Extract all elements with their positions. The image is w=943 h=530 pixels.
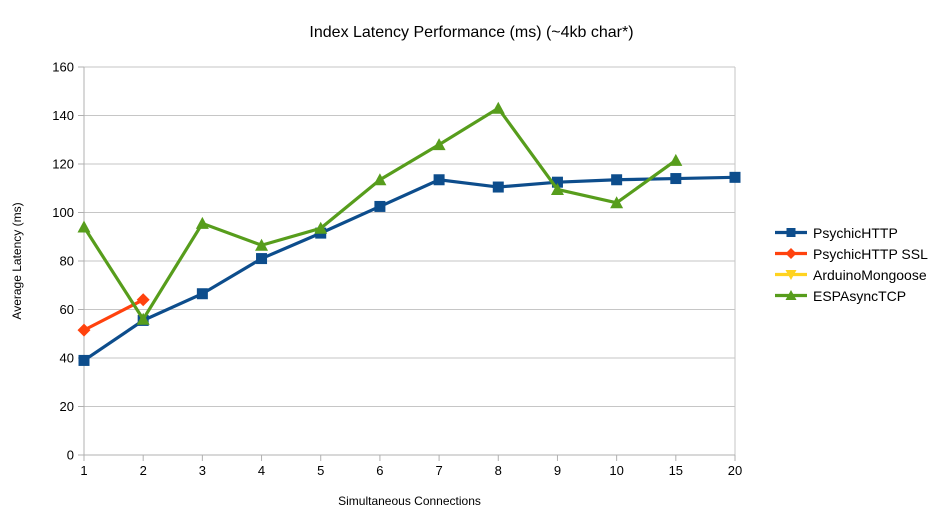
data-point-espasynctcp [491, 101, 505, 114]
data-point-psychichttp [729, 171, 741, 183]
x-tick-label: 7 [435, 463, 442, 478]
legend-marker-triangle-down-icon [775, 270, 807, 280]
legend-marker-triangle-up-icon [775, 290, 807, 300]
data-point-psychichttp [196, 288, 208, 300]
x-tick-label: 8 [495, 463, 502, 478]
series-line-espasynctcp [82, 106, 677, 323]
legend-label: ArduinoMongoose [813, 266, 927, 283]
y-tick-label: 80 [60, 254, 74, 269]
y-axis-title: Average Latency (ms) [10, 202, 24, 320]
x-tick-label: 9 [554, 463, 561, 478]
legend-marker-shape [785, 248, 797, 259]
x-tick-label: 6 [376, 463, 383, 478]
data-point-espasynctcp [669, 153, 683, 166]
y-tick-label: 60 [60, 302, 74, 317]
x-tick-label: 1 [80, 463, 87, 478]
data-point-espasynctcp [195, 216, 209, 229]
data-point-psychichttp [492, 181, 504, 193]
legend-item-espasynctcp: ESPAsyncTCP [774, 285, 928, 306]
x-tick-label: 15 [669, 463, 683, 478]
data-point-psychichttp [670, 173, 682, 185]
data-point-psychichttp-ssl [77, 323, 91, 337]
data-point-espasynctcp [136, 312, 150, 325]
legend-marker-square-icon [775, 228, 807, 237]
data-point-psychichttp [611, 174, 623, 186]
x-tick-label: 10 [609, 463, 623, 478]
legend-label: PsychicHTTP SSL [813, 245, 928, 262]
y-tick-label: 120 [52, 157, 74, 172]
x-axis-title: Simultaneous Connections [338, 494, 481, 508]
x-tick-label: 2 [140, 463, 147, 478]
legend-marker-shape [785, 290, 797, 300]
legend-marker-shape [786, 228, 796, 237]
x-tick-label: 20 [728, 463, 742, 478]
data-point-psychichttp-ssl [136, 293, 150, 307]
chart-title: Index Latency Performance (ms) (~4kb cha… [309, 24, 634, 41]
data-point-espasynctcp [255, 238, 269, 251]
y-tick-label: 20 [60, 399, 74, 414]
data-point-espasynctcp [432, 138, 446, 151]
legend: PsychicHTTP PsychicHTTP SSL ArduinoMongoos… [774, 222, 928, 306]
data-point-espasynctcp [610, 196, 624, 209]
legend-item-psychichttp: PsychicHTTP [774, 222, 928, 243]
data-point-espasynctcp [77, 220, 91, 233]
x-tick-label: 3 [199, 463, 206, 478]
data-point-psychichttp [551, 176, 563, 188]
data-point-psychichttp [374, 200, 386, 212]
y-tick-label: 160 [52, 60, 74, 75]
legend-label: ESPAsyncTCP [813, 287, 907, 304]
x-tick-label: 4 [258, 463, 265, 478]
data-point-psychichttp [256, 253, 268, 265]
y-tick-label: 140 [52, 108, 74, 123]
data-point-espasynctcp [373, 173, 387, 186]
data-point-psychichttp [78, 354, 90, 366]
y-tick-label: 0 [67, 448, 74, 463]
legend-marker-shape [785, 270, 797, 280]
x-tick-label: 5 [317, 463, 324, 478]
legend-item-arduinomongoose: ArduinoMongoose [774, 264, 928, 285]
data-point-espasynctcp [550, 182, 564, 195]
data-point-psychichttp [433, 174, 445, 186]
legend-item-psychichttp-ssl: PsychicHTTP SSL [774, 243, 928, 264]
data-point-espasynctcp [314, 221, 328, 234]
y-tick-label: 40 [60, 351, 74, 366]
y-tick-label: 100 [52, 205, 74, 220]
legend-label: PsychicHTTP [813, 224, 898, 241]
series-line-psychichttp [83, 175, 736, 362]
legend-marker-diamond-icon [775, 248, 807, 259]
